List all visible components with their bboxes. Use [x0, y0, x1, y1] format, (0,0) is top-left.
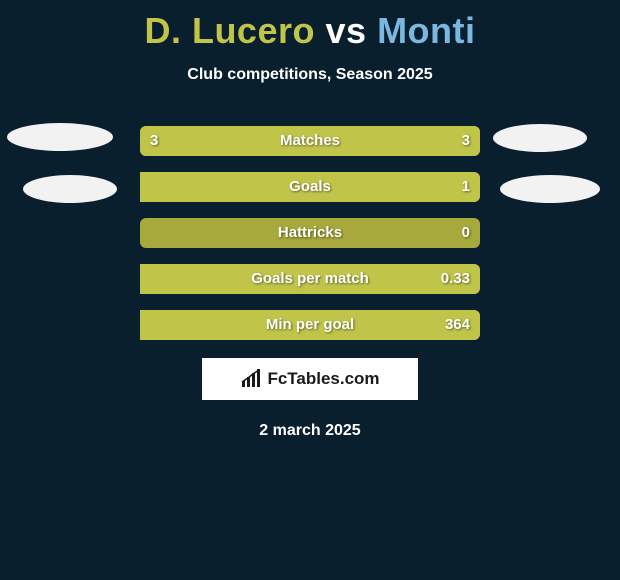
- stat-value-right: 0.33: [441, 264, 470, 294]
- stat-value-right: 1: [462, 172, 470, 202]
- decorative-ellipse: [23, 175, 117, 203]
- chart-icon: [240, 369, 264, 389]
- stat-label: Min per goal: [140, 310, 480, 340]
- stat-row: Goals per match0.33: [0, 264, 620, 294]
- stat-label: Goals: [140, 172, 480, 202]
- vs-text: vs: [326, 10, 367, 51]
- subtitle: Club competitions, Season 2025: [0, 66, 620, 84]
- decorative-ellipse: [493, 124, 587, 152]
- stat-row: Min per goal364: [0, 310, 620, 340]
- stat-rows-container: Matches3 3 Goals1 Hattricks0 Goals per match…: [0, 126, 620, 340]
- stat-label: Hattricks: [140, 218, 480, 248]
- player2-name: Monti: [377, 10, 475, 51]
- decorative-ellipse: [500, 175, 600, 203]
- player1-name: D. Lucero: [144, 10, 315, 51]
- comparison-title: D. Lucero vs Monti: [0, 0, 620, 52]
- stat-value-right: 364: [445, 310, 470, 340]
- stat-row: Hattricks0: [0, 218, 620, 248]
- date-text: 2 march 2025: [0, 422, 620, 440]
- stat-value-right: 3: [462, 126, 470, 156]
- attribution-text: FcTables.com: [267, 369, 379, 389]
- stat-label: Matches: [140, 126, 480, 156]
- attribution-box: FcTables.com: [202, 358, 418, 400]
- decorative-ellipse: [7, 123, 113, 151]
- stat-value-left: 3: [150, 126, 158, 156]
- stat-value-right: 0: [462, 218, 470, 248]
- stat-label: Goals per match: [140, 264, 480, 294]
